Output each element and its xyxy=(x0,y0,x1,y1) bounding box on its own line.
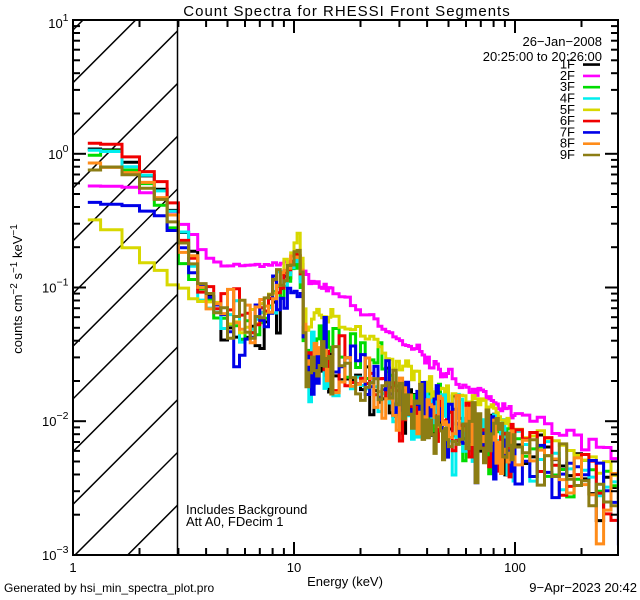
svg-text:counts cm−2 s−1 keV−1: counts cm−2 s−1 keV−1 xyxy=(9,224,25,354)
svg-text:26−Jan−2008: 26−Jan−2008 xyxy=(522,34,602,49)
svg-text:100: 100 xyxy=(504,560,526,575)
svg-text:10: 10 xyxy=(48,16,62,31)
svg-text:5F: 5F xyxy=(560,102,575,117)
svg-text:1F: 1F xyxy=(560,57,575,72)
svg-text:10: 10 xyxy=(48,147,62,162)
svg-text:0: 0 xyxy=(63,143,69,155)
svg-text:4F: 4F xyxy=(560,91,575,106)
svg-text:3F: 3F xyxy=(560,79,575,94)
svg-text:10: 10 xyxy=(42,414,56,429)
svg-text:1: 1 xyxy=(63,12,69,24)
svg-text:−1: −1 xyxy=(57,277,69,289)
svg-text:10: 10 xyxy=(42,548,56,563)
svg-text:10: 10 xyxy=(287,560,301,575)
svg-text:Generated by hsi_min_spectra_p: Generated by hsi_min_spectra_plot.pro xyxy=(4,581,214,595)
svg-text:7F: 7F xyxy=(560,124,575,139)
svg-text:9F: 9F xyxy=(560,147,575,162)
svg-text:Energy (keV): Energy (keV) xyxy=(307,574,383,589)
svg-text:−2: −2 xyxy=(57,410,69,422)
svg-text:Count Spectra for RHESSI Front: Count Spectra for RHESSI Front Segments xyxy=(183,3,510,20)
svg-text:Att A0, FDecim 1: Att A0, FDecim 1 xyxy=(186,514,284,529)
svg-text:9−Apr−2023 20:42: 9−Apr−2023 20:42 xyxy=(529,580,637,595)
svg-text:10: 10 xyxy=(42,281,56,296)
svg-text:20:25:00 to 20:26:00: 20:25:00 to 20:26:00 xyxy=(483,49,602,64)
svg-text:−3: −3 xyxy=(57,544,69,556)
svg-text:Includes Background: Includes Background xyxy=(186,502,307,517)
svg-text:6F: 6F xyxy=(560,113,575,128)
svg-text:8F: 8F xyxy=(560,136,575,151)
svg-text:1: 1 xyxy=(69,560,76,575)
svg-text:2F: 2F xyxy=(560,68,575,83)
